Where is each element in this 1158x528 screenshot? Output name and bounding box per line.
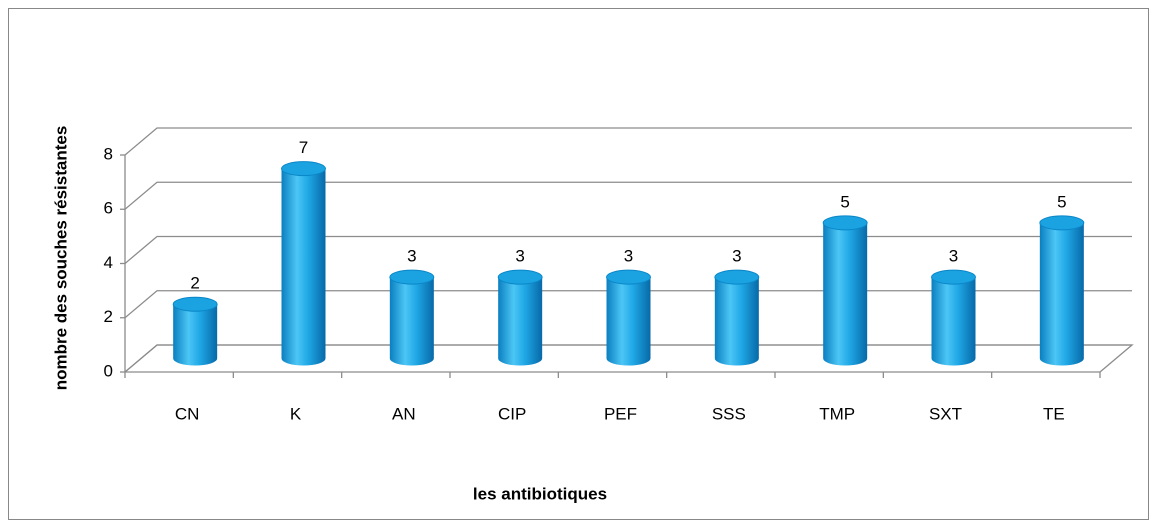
bar: [606, 269, 651, 366]
x-tick-label: CN: [175, 404, 200, 423]
x-tick-label: AN: [392, 404, 416, 423]
bar-part: [1039, 222, 1084, 366]
data-label: 3: [515, 247, 524, 266]
data-label: 2: [190, 274, 199, 293]
y-tick-label: 6: [104, 199, 113, 218]
bar-part: [931, 269, 976, 285]
grid-line: [124, 290, 1132, 319]
data-label: 3: [624, 247, 633, 266]
y-tick-label: 0: [104, 361, 113, 380]
x-tick-label: K: [290, 404, 302, 423]
grid-line: [124, 127, 1132, 156]
bar-part: [714, 277, 759, 366]
bar-part: [389, 269, 435, 285]
bar: [1039, 215, 1085, 366]
x-tick-label: TMP: [819, 404, 855, 423]
bar-part: [822, 215, 868, 231]
y-tick-label: 4: [104, 253, 113, 272]
bar: [389, 269, 435, 366]
data-label: 3: [732, 247, 741, 266]
y-tick-label: 8: [104, 144, 113, 163]
bar-part: [498, 277, 543, 366]
bar: [497, 269, 543, 366]
bar: [714, 269, 760, 366]
grid-line: [124, 235, 1132, 264]
bar-part: [714, 269, 760, 285]
data-label: 5: [1057, 192, 1066, 211]
x-tick-label: SSS: [712, 404, 746, 423]
x-tick-label: PEF: [604, 404, 637, 423]
grid-line: [124, 181, 1132, 210]
bar: [931, 269, 976, 366]
data-label: 3: [949, 247, 958, 266]
bar-part: [173, 304, 218, 366]
bar-part: [497, 269, 543, 285]
bar: [281, 161, 326, 366]
bar-part: [389, 277, 434, 366]
y-tick-label: 2: [104, 307, 113, 326]
y-axis-label: nombre des souches résistantes: [51, 126, 70, 391]
data-label: 7: [299, 138, 308, 157]
bar: [822, 215, 868, 366]
bar-part: [931, 277, 976, 366]
grid-line: [124, 344, 1132, 373]
x-tick-label: TE: [1043, 404, 1065, 423]
x-axis-label: les antibiotiques: [473, 484, 607, 503]
bar-part: [606, 277, 651, 366]
bar-part: [606, 269, 651, 285]
data-label: 5: [840, 192, 849, 211]
x-tick-label: SXT: [929, 404, 962, 423]
bar-part: [823, 222, 868, 366]
x-tick-label: CIP: [498, 404, 526, 423]
bar-part: [172, 296, 218, 312]
bar-part: [1039, 215, 1085, 231]
bar-part: [281, 168, 326, 366]
data-label: 3: [407, 247, 416, 266]
bar-part: [281, 161, 326, 177]
bar: [172, 296, 218, 366]
chart-border: [8, 8, 1149, 520]
